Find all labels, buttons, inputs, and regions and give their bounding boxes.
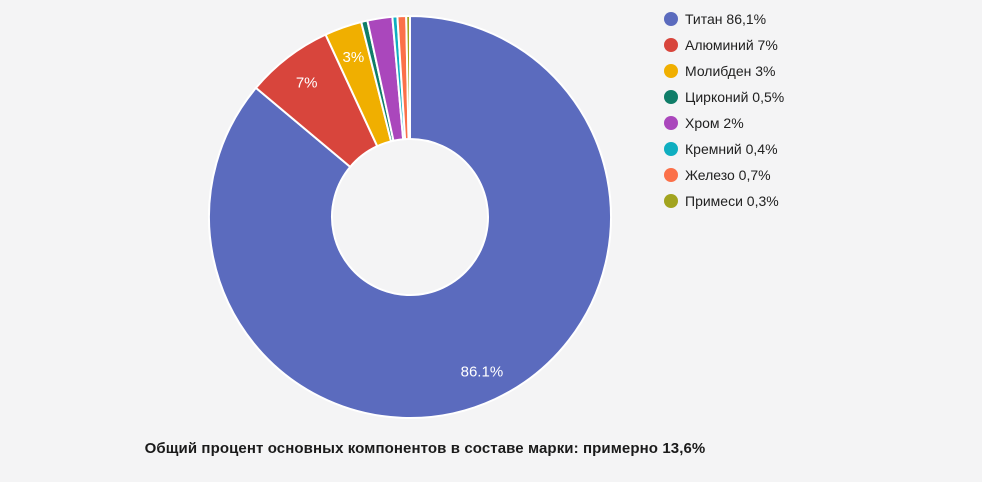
legend-item-label: Кремний 0,4% (685, 140, 778, 157)
legend-swatch-icon (664, 90, 678, 104)
chart-legend: Титан 86,1% Алюминий 7% Молибден 3% Циркони… (664, 10, 785, 220)
legend-item-0[interactable]: Титан 86,1% (664, 10, 784, 27)
legend-swatch-icon (664, 116, 678, 130)
legend-swatch-icon (664, 194, 678, 208)
legend-item-label: Железо 0,7% (685, 166, 771, 183)
chart-caption: Общий процент основных компонентов в сос… (144, 440, 706, 457)
legend-swatch-icon (664, 38, 678, 52)
legend-item-label: Цирконий 0,5% (685, 88, 785, 105)
legend-item-7[interactable]: Примеси 0,3% (664, 192, 784, 209)
legend-item-2[interactable]: Молибден 3% (664, 62, 784, 79)
legend-item-5[interactable]: Кремний 0,4% (664, 140, 784, 157)
legend-item-6[interactable]: Железо 0,7% (664, 166, 784, 183)
legend-item-label: Молибден 3% (685, 62, 776, 79)
legend-item-label: Алюминий 7% (685, 36, 778, 53)
pie-slice-label-1: 7% (296, 74, 318, 91)
legend-item-3[interactable]: Цирконий 0,5% (664, 88, 785, 105)
donut-slices (207, 15, 612, 419)
legend-item-label: Титан 86,1% (685, 10, 767, 27)
legend-swatch-icon (664, 64, 678, 78)
pie-slice-label-0: 86.1% (461, 363, 504, 380)
donut-slice-labels: 86.1% 7% 3% (296, 49, 503, 380)
legend-swatch-icon (664, 142, 678, 156)
legend-swatch-icon (664, 168, 678, 182)
legend-item-label: Примеси 0,3% (685, 192, 779, 209)
legend-item-label: Хром 2% (685, 114, 744, 131)
legend-item-1[interactable]: Алюминий 7% (664, 36, 784, 53)
legend-swatch-icon (664, 12, 678, 26)
legend-item-4[interactable]: Хром 2% (664, 114, 784, 131)
pie-slice-0[interactable] (207, 15, 612, 419)
pie-slice-label-2: 3% (343, 49, 365, 66)
pie-slice-7[interactable] (405, 15, 411, 141)
